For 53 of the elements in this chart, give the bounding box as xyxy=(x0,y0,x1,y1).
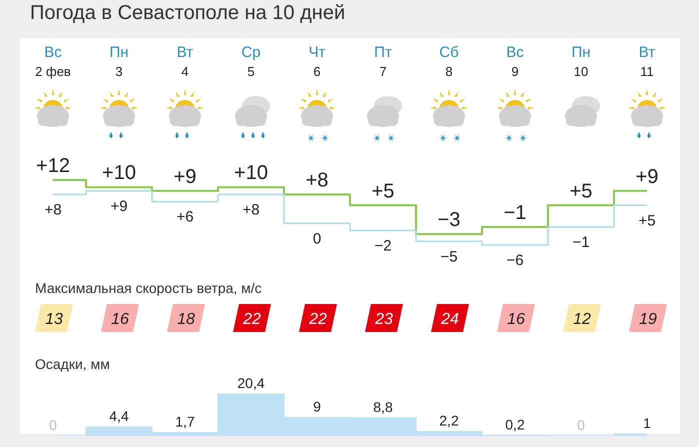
data-label: +12 xyxy=(36,155,70,177)
data-label: 18 xyxy=(177,311,195,328)
data-label: −1 xyxy=(572,234,590,251)
data-label: +10 xyxy=(102,162,136,184)
chart-title: Погода в Севастополе на 10 дней xyxy=(30,2,346,25)
data-label: +9 xyxy=(110,198,128,215)
data-label: −2 xyxy=(374,238,392,255)
x-tick-label: Пн 3 xyxy=(108,44,130,79)
data-label: 16 xyxy=(111,311,129,328)
data-label: 22 xyxy=(242,311,261,328)
data-label: 22 xyxy=(308,311,327,328)
x-tick-label: Вт 4 xyxy=(176,44,194,79)
x-tick-label: Сб 8 xyxy=(438,44,460,79)
data-label: 20,4 xyxy=(237,375,265,391)
data-label: +6 xyxy=(176,208,194,226)
data-label: +5 xyxy=(570,180,592,202)
data-label: 0 xyxy=(49,417,58,433)
chart-title: Осадки, мм xyxy=(35,356,110,372)
data-label: −6 xyxy=(506,252,524,269)
data-label: 19 xyxy=(639,311,657,328)
data-label: 8,8 xyxy=(373,398,393,415)
data-label: 0 xyxy=(577,417,586,433)
data-label: 24 xyxy=(440,311,459,328)
data-label: +8 xyxy=(44,201,62,218)
data-label: 4,4 xyxy=(109,408,129,424)
x-tick-label: Вс 2 фев xyxy=(34,44,72,79)
data-label: −5 xyxy=(440,248,458,266)
x-tick-label: Вс 9 xyxy=(505,44,525,79)
data-label: −1 xyxy=(504,202,526,224)
data-label: 9 xyxy=(313,398,322,414)
x-tick-label: Чт 6 xyxy=(308,44,326,79)
data-label: 1 xyxy=(643,414,652,431)
data-label: 12 xyxy=(573,311,591,328)
data-label: 16 xyxy=(507,311,525,328)
data-label: +10 xyxy=(234,162,268,184)
data-label: +9 xyxy=(636,166,658,188)
text: Максимальная скорость ветра, м/с xyxy=(35,280,262,296)
data-label: −3 xyxy=(438,209,460,232)
data-label: 1,7 xyxy=(175,414,195,430)
data-label: 23 xyxy=(374,311,393,328)
x-tick-label: Пт 7 xyxy=(373,44,393,79)
data-label: 0,2 xyxy=(505,416,525,433)
x-tick-label: Ср 5 xyxy=(240,44,262,79)
data-label: +8 xyxy=(306,169,328,192)
data-label: 0 xyxy=(312,230,322,248)
data-label: +5 xyxy=(638,212,656,230)
data-label: 13 xyxy=(45,311,63,328)
data-label: +5 xyxy=(372,180,394,202)
data-label: +8 xyxy=(242,201,260,218)
x-tick-label: Пн 10 xyxy=(570,44,592,79)
x-tick-label: Вт 11 xyxy=(638,44,656,79)
data-label: +9 xyxy=(174,166,196,188)
data-label: 2,2 xyxy=(439,412,459,428)
